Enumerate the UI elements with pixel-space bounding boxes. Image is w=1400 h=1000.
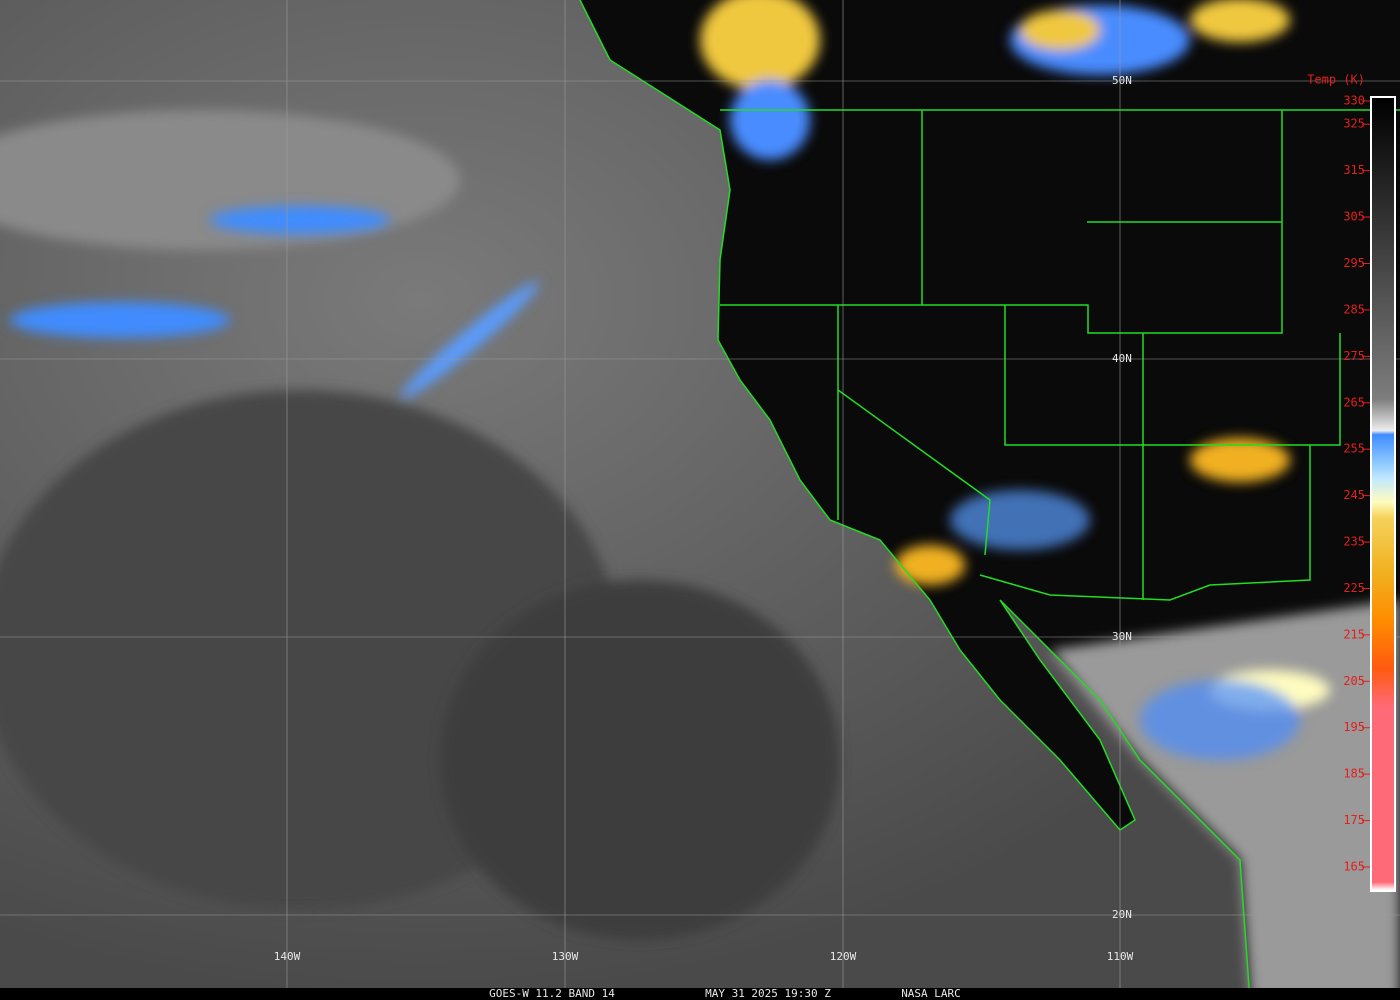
colorbar-label: 315 <box>1343 163 1365 177</box>
latitude-label: 50N <box>1112 74 1132 87</box>
colorbar-label: 195 <box>1343 720 1365 734</box>
colorbar-label: 185 <box>1343 767 1365 781</box>
colorbar <box>1372 98 1394 890</box>
caption-text: MAY 31 2025 19:30 Z <box>705 987 831 1000</box>
colorbar-label: 225 <box>1343 581 1365 595</box>
colorbar-label: 215 <box>1343 627 1365 641</box>
latitude-label: 40N <box>1112 352 1132 365</box>
caption-text: GOES-W 11.2 BAND 14 <box>489 987 615 1000</box>
colorbar-label: 325 <box>1343 117 1365 131</box>
colorbar-label: 305 <box>1343 210 1365 224</box>
colorbar-label: 165 <box>1343 860 1365 874</box>
colorbar-label: 330 <box>1343 94 1365 108</box>
colorbar-title: Temp (K) <box>1307 73 1365 87</box>
latitude-label: 20N <box>1112 908 1132 921</box>
colorbar-label: 245 <box>1343 488 1365 502</box>
colorbar-label: 265 <box>1343 395 1365 409</box>
colorbar-label: 295 <box>1343 256 1365 270</box>
colorbar-label: 175 <box>1343 813 1365 827</box>
longitude-label: 130W <box>552 950 579 963</box>
latitude-label: 30N <box>1112 630 1132 643</box>
colorbar-label: 255 <box>1343 442 1365 456</box>
caption-bar <box>0 988 1400 1000</box>
colorbar-label: 205 <box>1343 674 1365 688</box>
colorbar-label: 285 <box>1343 302 1365 316</box>
colorbar-label: 275 <box>1343 349 1365 363</box>
colorbar-label: 235 <box>1343 535 1365 549</box>
longitude-label: 120W <box>830 950 857 963</box>
longitude-label: 110W <box>1107 950 1134 963</box>
caption-text: NASA LARC <box>901 987 961 1000</box>
longitude-label: 140W <box>274 950 301 963</box>
